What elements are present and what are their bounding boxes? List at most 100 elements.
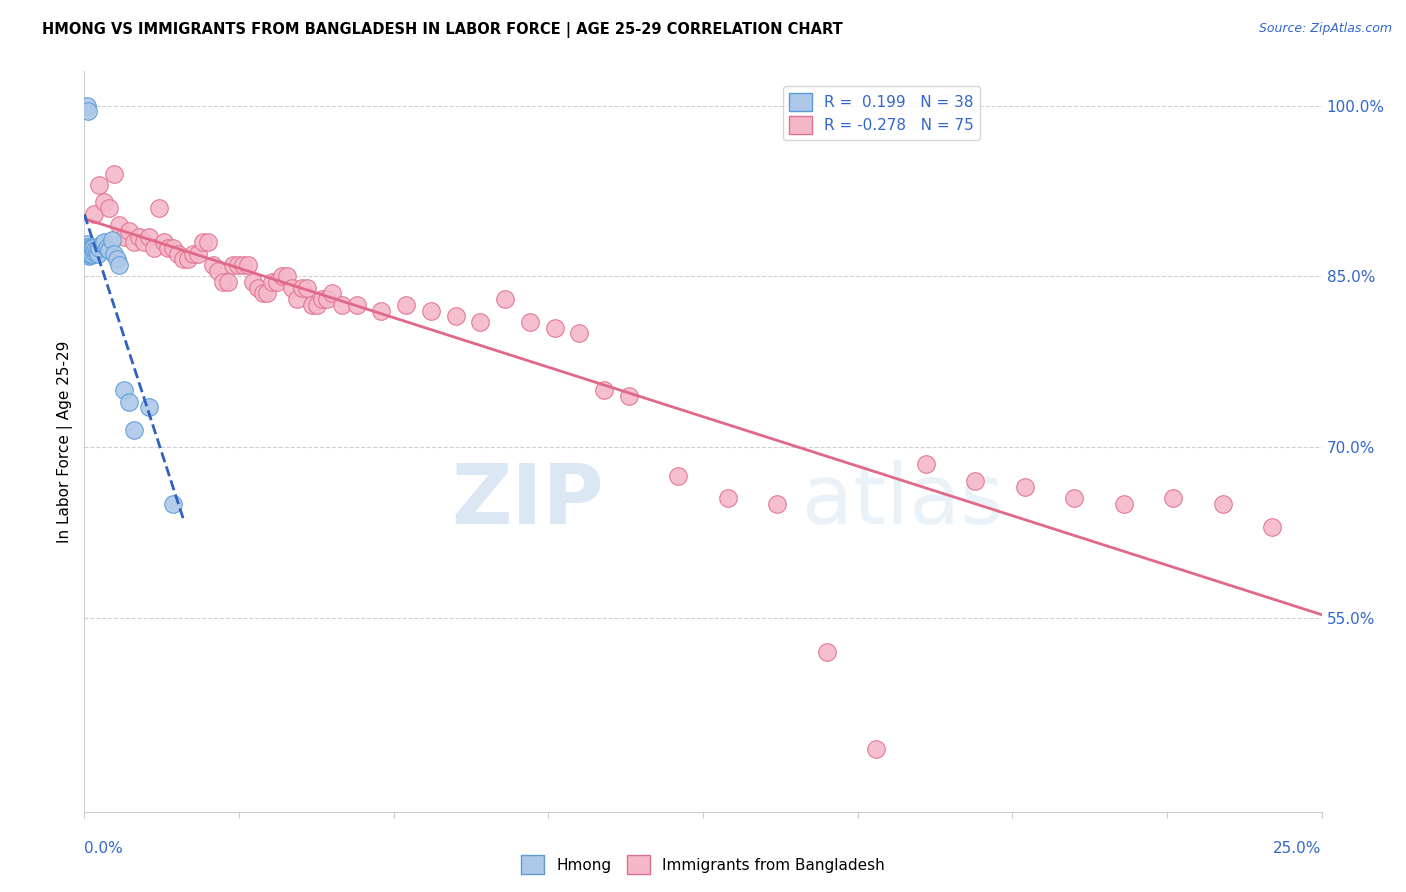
Point <box>370 303 392 318</box>
Point <box>98 243 121 257</box>
Point <box>202 258 225 272</box>
Point <box>79 241 101 255</box>
Point <box>212 275 235 289</box>
Point <box>138 229 160 244</box>
Point <box>346 298 368 312</box>
Point <box>262 275 284 289</box>
Point <box>76 237 98 252</box>
Point <box>118 394 141 409</box>
Point <box>1112 497 1135 511</box>
Point <box>271 269 294 284</box>
Text: 0.0%: 0.0% <box>84 841 124 856</box>
Point <box>93 195 115 210</box>
Point <box>108 258 131 272</box>
Point <box>311 292 333 306</box>
Point <box>494 292 516 306</box>
Point <box>79 246 101 260</box>
Point <box>419 303 441 318</box>
Point <box>321 286 343 301</box>
Point <box>717 491 740 506</box>
Point <box>330 298 353 312</box>
Point <box>112 229 135 244</box>
Point <box>1212 497 1234 511</box>
Point <box>86 244 108 259</box>
Point <box>395 298 418 312</box>
Point <box>197 235 219 250</box>
Point <box>1063 491 1085 506</box>
Point <box>138 401 160 415</box>
Text: ZIP: ZIP <box>451 460 605 541</box>
Point <box>236 258 259 272</box>
Point <box>865 742 887 756</box>
Point <box>593 384 616 398</box>
Text: atlas: atlas <box>801 460 1004 541</box>
Point <box>177 252 200 267</box>
Point <box>187 246 209 260</box>
Point <box>77 245 100 260</box>
Text: 25.0%: 25.0% <box>1274 841 1322 856</box>
Point <box>122 423 145 437</box>
Point <box>1261 520 1284 534</box>
Point <box>103 167 125 181</box>
Point <box>152 235 174 250</box>
Point <box>96 241 118 255</box>
Point <box>252 286 274 301</box>
Point <box>568 326 591 341</box>
Point <box>543 320 565 334</box>
Point <box>305 298 328 312</box>
Point <box>76 244 98 259</box>
Point <box>118 224 141 238</box>
Point <box>105 252 128 267</box>
Point <box>80 244 103 259</box>
Point <box>226 258 249 272</box>
Point <box>217 275 239 289</box>
Point <box>89 241 111 255</box>
Point <box>76 241 98 255</box>
Legend: R =  0.199   N = 38, R = -0.278   N = 75: R = 0.199 N = 38, R = -0.278 N = 75 <box>783 87 980 140</box>
Point <box>242 275 264 289</box>
Point <box>617 389 640 403</box>
Point <box>122 235 145 250</box>
Point <box>108 218 131 232</box>
Point <box>276 269 298 284</box>
Point <box>167 246 190 260</box>
Point <box>80 248 103 262</box>
Point <box>162 241 184 255</box>
Y-axis label: In Labor Force | Age 25-29: In Labor Force | Age 25-29 <box>58 341 73 542</box>
Point <box>207 263 229 277</box>
Point <box>132 235 155 250</box>
Point <box>76 104 98 119</box>
Legend: Hmong, Immigrants from Bangladesh: Hmong, Immigrants from Bangladesh <box>515 849 891 880</box>
Point <box>965 475 987 489</box>
Point <box>98 201 121 215</box>
Point <box>82 241 104 255</box>
Point <box>301 298 323 312</box>
Point <box>93 235 115 250</box>
Point <box>291 281 314 295</box>
Point <box>103 246 125 260</box>
Point <box>79 243 101 257</box>
Point <box>172 252 194 267</box>
Point <box>77 240 100 254</box>
Point <box>470 315 492 329</box>
Point <box>79 244 101 259</box>
Point <box>181 246 204 260</box>
Point <box>83 245 105 260</box>
Point <box>191 235 214 250</box>
Point <box>281 281 304 295</box>
Point <box>79 246 101 260</box>
Point <box>285 292 308 306</box>
Point <box>80 242 103 256</box>
Point <box>82 246 104 260</box>
Point <box>87 246 110 260</box>
Point <box>162 497 184 511</box>
Point <box>266 275 288 289</box>
Point <box>666 468 689 483</box>
Point <box>914 458 936 472</box>
Point <box>246 281 269 295</box>
Point <box>157 241 180 255</box>
Point <box>76 241 98 255</box>
Point <box>84 243 107 257</box>
Point <box>90 237 112 252</box>
Point <box>444 310 467 324</box>
